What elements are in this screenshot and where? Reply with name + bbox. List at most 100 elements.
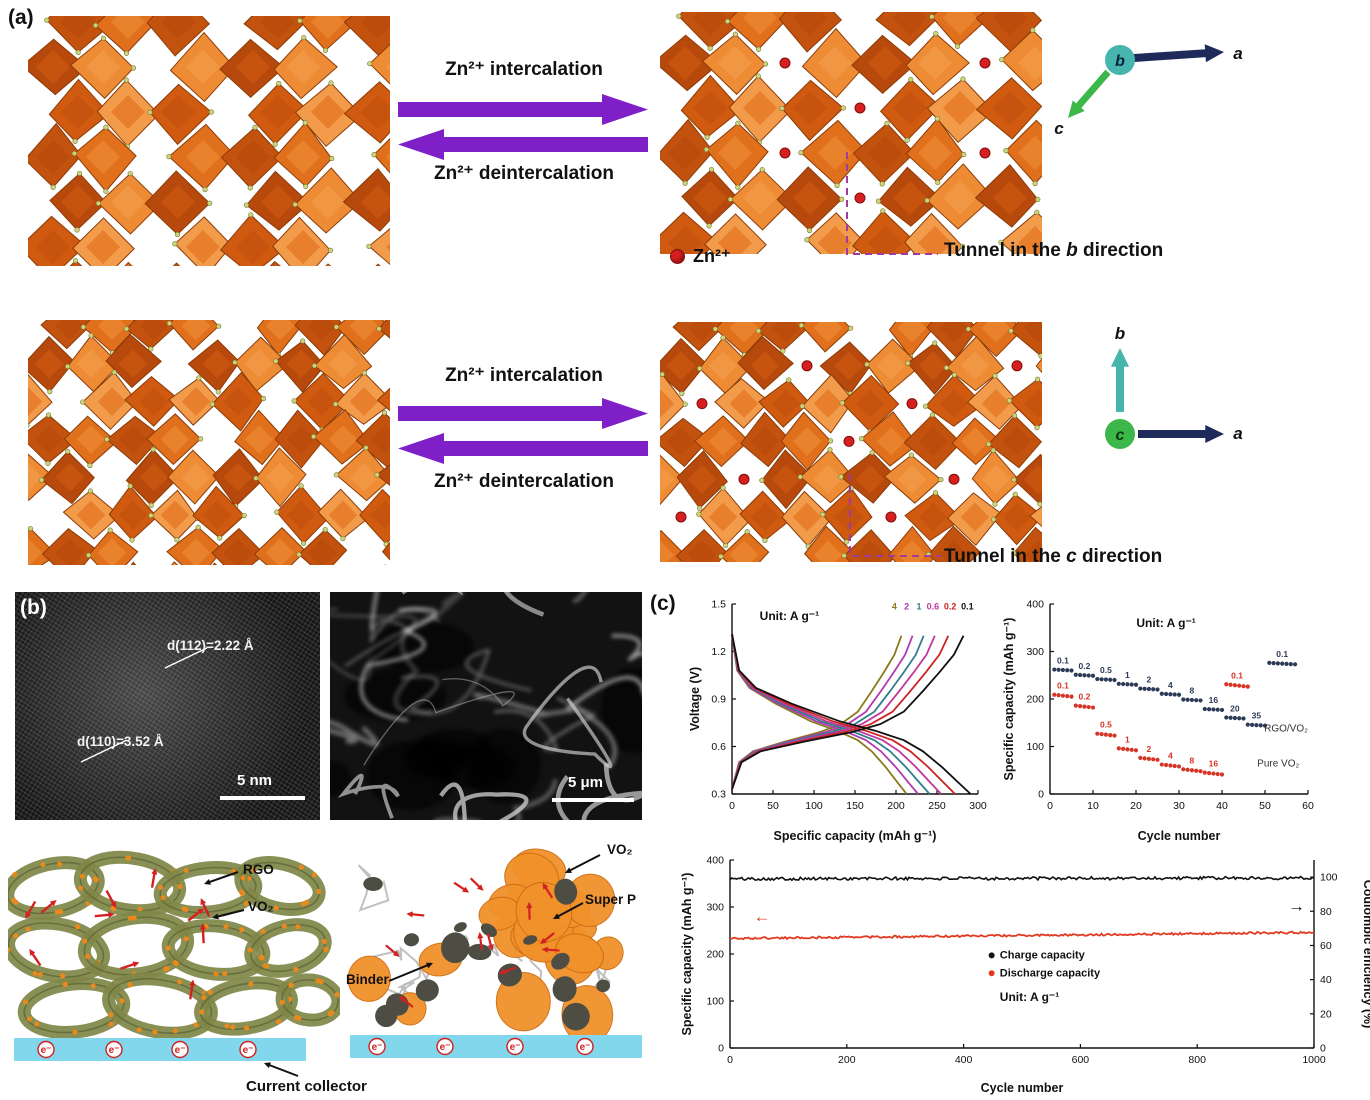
tunnel-pointer-dashed-line-c <box>849 474 941 557</box>
tem-scale-label: 5 nm <box>237 772 273 789</box>
svg-text:4: 4 <box>892 602 897 612</box>
intercalation-label-row1: Zn²⁺ intercalation <box>445 59 603 80</box>
svg-text:Discharge capacity: Discharge capacity <box>1000 968 1101 980</box>
svg-text:0: 0 <box>1047 800 1053 812</box>
svg-text:800: 800 <box>1188 1054 1206 1066</box>
vo2-label-left: VO₂ <box>248 899 274 914</box>
svg-text:Charge capacity: Charge capacity <box>1000 950 1086 962</box>
zn-ion-legend: Zn²⁺ <box>670 246 731 267</box>
svg-text:Unit: A g⁻¹: Unit: A g⁻¹ <box>760 609 819 623</box>
svg-text:4: 4 <box>1168 680 1173 690</box>
svg-text:40: 40 <box>1320 974 1332 986</box>
svg-text:Pure VO₂: Pure VO₂ <box>1257 758 1299 769</box>
vo2-superp-binder-schematic: e⁻ e⁻ e⁻ e⁻ <box>347 848 642 1058</box>
svg-text:Cycle number: Cycle number <box>981 1081 1064 1095</box>
svg-text:0.1: 0.1 <box>1057 656 1069 666</box>
binder-label: Binder <box>346 972 389 987</box>
svg-text:300: 300 <box>969 800 987 812</box>
svg-text:Specific capacity (mAh g⁻¹): Specific capacity (mAh g⁻¹) <box>680 873 694 1036</box>
svg-text:1: 1 <box>1125 734 1130 744</box>
gcd-voltage-capacity-chart: 0 50 100 150 200 250 300 0.3 0.6 0.9 1.2 1.5 Specifi… <box>688 599 987 844</box>
svg-text:60: 60 <box>1320 940 1332 952</box>
svg-text:100: 100 <box>1026 741 1044 753</box>
axes-indicator-row2: b c a <box>1105 326 1243 449</box>
svg-text:a: a <box>1233 424 1242 443</box>
svg-text:0.3: 0.3 <box>711 789 726 801</box>
reaction-arrows-row2 <box>398 398 648 464</box>
svg-text:60: 60 <box>1302 800 1314 812</box>
svg-text:10: 10 <box>1087 800 1099 812</box>
svg-text:←: ← <box>754 907 771 926</box>
svg-text:Unit: A g⁻¹: Unit: A g⁻¹ <box>1136 616 1195 630</box>
axes-indicator-row1: b a c <box>1054 44 1242 138</box>
svg-text:e⁻: e⁻ <box>510 1042 521 1053</box>
tunnel-c-prefix: Tunnel in the <box>944 546 1067 567</box>
svg-text:Unit: A g⁻¹: Unit: A g⁻¹ <box>1000 990 1059 1004</box>
tunnel-b-suffix: direction <box>1077 240 1164 261</box>
tunnel-b-prefix: Tunnel in the <box>944 240 1067 261</box>
zn-ion-label: Zn²⁺ <box>693 246 731 266</box>
svg-text:100: 100 <box>706 996 724 1008</box>
sem-scale-bar <box>552 798 634 802</box>
deintercalation-label-row2: Zn²⁺ deintercalation <box>434 471 614 492</box>
tunnel-b-axis: b <box>1066 240 1078 261</box>
svg-text:0.9: 0.9 <box>711 694 726 706</box>
svg-text:35: 35 <box>1252 711 1262 721</box>
svg-text:RGO/VO₂: RGO/VO₂ <box>1264 723 1308 734</box>
svg-text:600: 600 <box>1072 1054 1090 1066</box>
panel-b-label: (b) <box>20 596 47 619</box>
svg-text:0.2: 0.2 <box>1078 661 1090 671</box>
svg-text:0: 0 <box>718 1043 724 1055</box>
svg-text:b: b <box>1115 326 1125 343</box>
svg-text:0.6: 0.6 <box>711 741 726 753</box>
tunnel-c-axis: c <box>1066 546 1077 567</box>
svg-text:0.2: 0.2 <box>944 602 957 612</box>
svg-text:400: 400 <box>1026 599 1044 611</box>
svg-text:16: 16 <box>1209 759 1219 769</box>
svg-text:200: 200 <box>838 1054 856 1066</box>
svg-text:0.2: 0.2 <box>1078 692 1090 702</box>
super-p-label: Super P <box>585 892 637 907</box>
svg-text:400: 400 <box>955 1054 973 1066</box>
svg-text:e⁻: e⁻ <box>440 1042 451 1053</box>
svg-text:20: 20 <box>1130 800 1142 812</box>
svg-text:0.1: 0.1 <box>1276 649 1288 659</box>
svg-text:b: b <box>1115 53 1125 70</box>
svg-text:e⁻: e⁻ <box>175 1045 186 1056</box>
svg-text:40: 40 <box>1216 800 1228 812</box>
svg-text:0.1: 0.1 <box>1231 670 1243 680</box>
svg-text:250: 250 <box>928 800 946 812</box>
intercalation-label-row2: Zn²⁺ intercalation <box>445 365 603 386</box>
svg-text:e⁻: e⁻ <box>109 1045 120 1056</box>
zn-ion-icon <box>670 249 685 264</box>
tunnel-direction-label-b: Tunnel in the b direction <box>944 240 1163 262</box>
svg-text:e⁻: e⁻ <box>372 1042 383 1053</box>
svg-text:0.5: 0.5 <box>1100 720 1112 730</box>
svg-text:0.5: 0.5 <box>1100 665 1112 675</box>
svg-text:a: a <box>1233 44 1242 63</box>
svg-text:200: 200 <box>887 800 905 812</box>
svg-text:8: 8 <box>1190 685 1195 695</box>
vo2-label-right: VO₂ <box>607 842 633 857</box>
current-collector-label: Current collector <box>246 1078 367 1095</box>
svg-text:Specific capacity (mAh g⁻¹): Specific capacity (mAh g⁻¹) <box>774 829 937 843</box>
svg-text:200: 200 <box>706 949 724 961</box>
svg-text:0.1: 0.1 <box>1057 681 1069 691</box>
svg-text:1.5: 1.5 <box>711 599 726 611</box>
tem-annotation-lines <box>80 647 208 763</box>
tunnel-pointer-dashed-line-b <box>846 152 938 255</box>
svg-text:0.1: 0.1 <box>961 602 974 612</box>
svg-text:300: 300 <box>1026 646 1044 658</box>
svg-text:50: 50 <box>1259 800 1271 812</box>
crystal-structure-b-pristine <box>28 16 390 266</box>
rate-capability-chart: 0 10 20 30 40 50 60 0 100 200 300 400 Cycle number Sp… <box>1002 599 1314 844</box>
svg-text:50: 50 <box>767 800 779 812</box>
svg-text:100: 100 <box>1320 872 1338 884</box>
svg-text:80: 80 <box>1320 906 1332 918</box>
svg-text:Coulombic efficiency (%): Coulombic efficiency (%) <box>1361 880 1370 1029</box>
svg-text:2: 2 <box>1147 675 1152 685</box>
tem-d-spacing-110: d(110)=3.52 Å <box>77 734 164 749</box>
svg-text:c: c <box>1054 119 1064 138</box>
panel-c-label: (c) <box>650 592 676 615</box>
